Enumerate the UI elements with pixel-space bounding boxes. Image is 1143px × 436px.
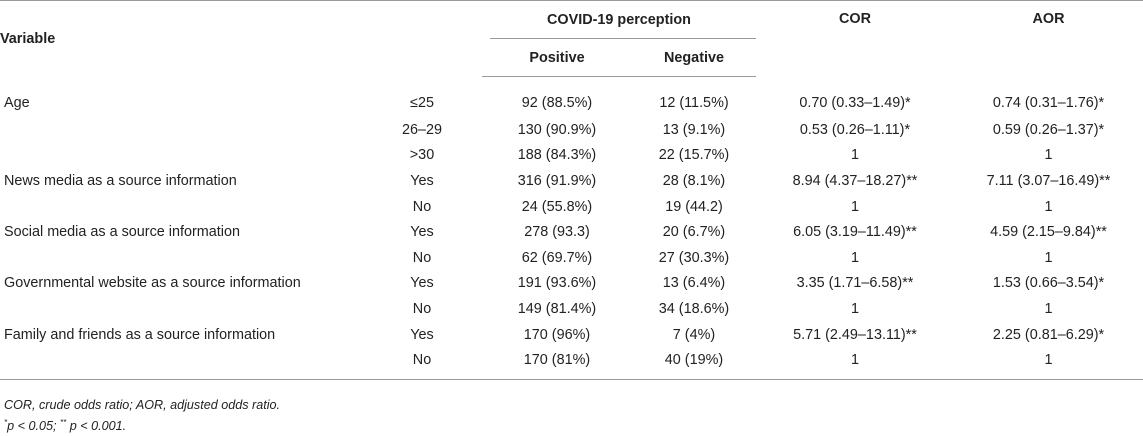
row-negative: 34 (18.6%) (658, 300, 730, 317)
table-row: No 24 (55.8%) 19 (44.2) 1 1 (0, 194, 1143, 220)
row-variable: Governmental website as a source informa… (4, 275, 301, 292)
row-category: Yes (410, 224, 434, 241)
row-category: 26–29 (401, 121, 443, 138)
row-cor: 8.94 (4.37–18.27)** (792, 172, 918, 189)
table-header: Variable COVID-19 perception COR AOR Pos… (0, 0, 1143, 77)
row-variable (0, 143, 362, 169)
row-cor: 0.70 (0.33–1.49)* (799, 94, 911, 111)
row-negative: 27 (30.3%) (658, 249, 730, 266)
covid-perception-table: Variable COVID-19 perception COR AOR Pos… (0, 0, 1143, 380)
row-positive: 149 (81.4%) (517, 300, 597, 317)
row-negative: 7 (4%) (672, 326, 716, 343)
row-aor: 7.11 (3.07–16.49)** (986, 172, 1111, 189)
row-positive: 278 (93.3) (524, 224, 590, 241)
table-row: >30 188 (84.3%) 22 (15.7%) 1 1 (0, 143, 1143, 169)
row-aor: 4.59 (2.15–9.84)** (990, 224, 1107, 241)
table-row: News media as a source information Yes 316… (0, 168, 1143, 194)
footnote-star-single: * (4, 418, 8, 427)
row-cor: 1 (850, 147, 859, 164)
row-cor: 1 (850, 249, 859, 266)
footnote-significance: *p < 0.05; ** p < 0.001. (4, 414, 280, 435)
row-positive: 92 (88.5%) (521, 95, 593, 111)
row-cor: 1 (756, 347, 954, 380)
row-aor: 1 (1044, 300, 1053, 317)
row-variable: News media as a source information (4, 172, 237, 189)
row-cor: 1 (850, 198, 859, 215)
row-aor: 1 (1044, 249, 1053, 266)
row-negative: 12 (11.5%) (659, 95, 729, 111)
row-negative: 22 (15.7%) (658, 147, 730, 164)
row-cor: 6.05 (3.19–11.49)** (793, 224, 917, 241)
row-aor: 1 (954, 347, 1143, 380)
row-aor: 1.53 (0.66–3.54)* (992, 275, 1105, 292)
row-category: Yes (410, 172, 434, 189)
row-positive: 62 (69.7%) (521, 249, 593, 266)
row-positive: 24 (55.8%) (521, 198, 593, 215)
row-variable: Social media as a source information (4, 224, 240, 241)
row-variable (0, 117, 362, 143)
row-positive: 191 (93.6%) (517, 275, 597, 292)
row-cor: 1 (850, 300, 859, 317)
header-negative: Negative (632, 39, 756, 77)
table-row: Governmental website as a source informa… (0, 271, 1143, 297)
row-variable: Family and friends as a source informati… (4, 326, 276, 343)
row-negative: 13 (6.4%) (662, 275, 726, 292)
row-category: No (412, 249, 432, 266)
row-variable: Age (4, 94, 30, 111)
header-variable: Variable (0, 0, 362, 77)
row-positive: 188 (84.3%) (517, 147, 597, 164)
row-variable (0, 347, 362, 380)
header-covid-perception: COVID-19 perception (482, 0, 756, 39)
header-cor: COR (756, 0, 954, 77)
table-row: No 62 (69.7%) 27 (30.3%) 1 1 (0, 245, 1143, 271)
row-aor: 2.25 (0.81–6.29)* (992, 326, 1105, 343)
row-cor: 3.35 (1.71–6.58)** (796, 275, 914, 292)
results-table-container: Variable COVID-19 perception COR AOR Pos… (0, 0, 1143, 380)
header-category-blank (362, 0, 482, 77)
row-cor: 0.53 (0.26–1.11)* (799, 121, 911, 138)
footnote-sig-text-2: p < 0.001. (66, 419, 127, 434)
table-row: 26–29 130 (90.9%) 13 (9.1%) 0.53 (0.26–1.11… (0, 117, 1143, 143)
row-negative: 13 (9.1%) (662, 121, 726, 138)
row-aor: 1 (1044, 147, 1053, 164)
row-aor: 0.59 (0.26–1.37)* (992, 121, 1105, 138)
table-row: No 149 (81.4%) 34 (18.6%) 1 1 (0, 296, 1143, 322)
row-positive: 170 (96%) (523, 326, 591, 343)
row-category: No (412, 300, 432, 317)
table-body: Age ≤25 92 (88.5%) 12 (11.5%) 0.70 (0.33–1.4… (0, 77, 1143, 380)
row-category: Yes (410, 275, 434, 292)
row-positive: 316 (91.9%) (517, 172, 597, 189)
row-category: Yes (410, 326, 434, 343)
table-row: Social media as a source information Yes 2… (0, 219, 1143, 245)
header-positive: Positive (482, 39, 632, 77)
row-variable (0, 194, 362, 220)
row-negative: 28 (8.1%) (662, 172, 726, 189)
row-category: >30 (409, 147, 435, 164)
table-row: Family and friends as a source informati… (0, 322, 1143, 348)
group-underline (490, 38, 756, 39)
row-category: ≤25 (410, 94, 434, 111)
footnote-abbreviations: COR, crude odds ratio; AOR, adjusted odd… (4, 398, 281, 412)
row-variable (0, 245, 362, 271)
row-category: No (362, 347, 482, 380)
row-aor: 0.74 (0.31–1.76)* (992, 94, 1105, 111)
row-cor: 5.71 (2.49–13.11)** (793, 326, 917, 343)
row-aor: 1 (1044, 198, 1053, 215)
table-row: No 170 (81%) 40 (19%) 1 1 (0, 347, 1143, 380)
row-positive: 170 (81%) (482, 347, 632, 380)
footnote-star-double: ** (60, 418, 67, 427)
row-negative: 19 (44.2) (665, 198, 723, 215)
row-variable (0, 296, 362, 322)
table-footnotes: COR, crude odds ratio; AOR, adjusted odd… (4, 396, 280, 435)
header-aor: AOR (954, 0, 1143, 77)
footnote-sig-text-1: p < 0.05; (7, 419, 60, 434)
row-negative: 20 (6.7%) (662, 224, 726, 241)
header-covid-perception-label: COVID-19 perception (547, 12, 691, 28)
row-category: No (412, 198, 432, 215)
row-positive: 130 (90.9%) (517, 121, 597, 138)
row-negative: 40 (19%) (632, 347, 756, 380)
table-row: Age ≤25 92 (88.5%) 12 (11.5%) 0.70 (0.33–1.4… (0, 77, 1143, 118)
